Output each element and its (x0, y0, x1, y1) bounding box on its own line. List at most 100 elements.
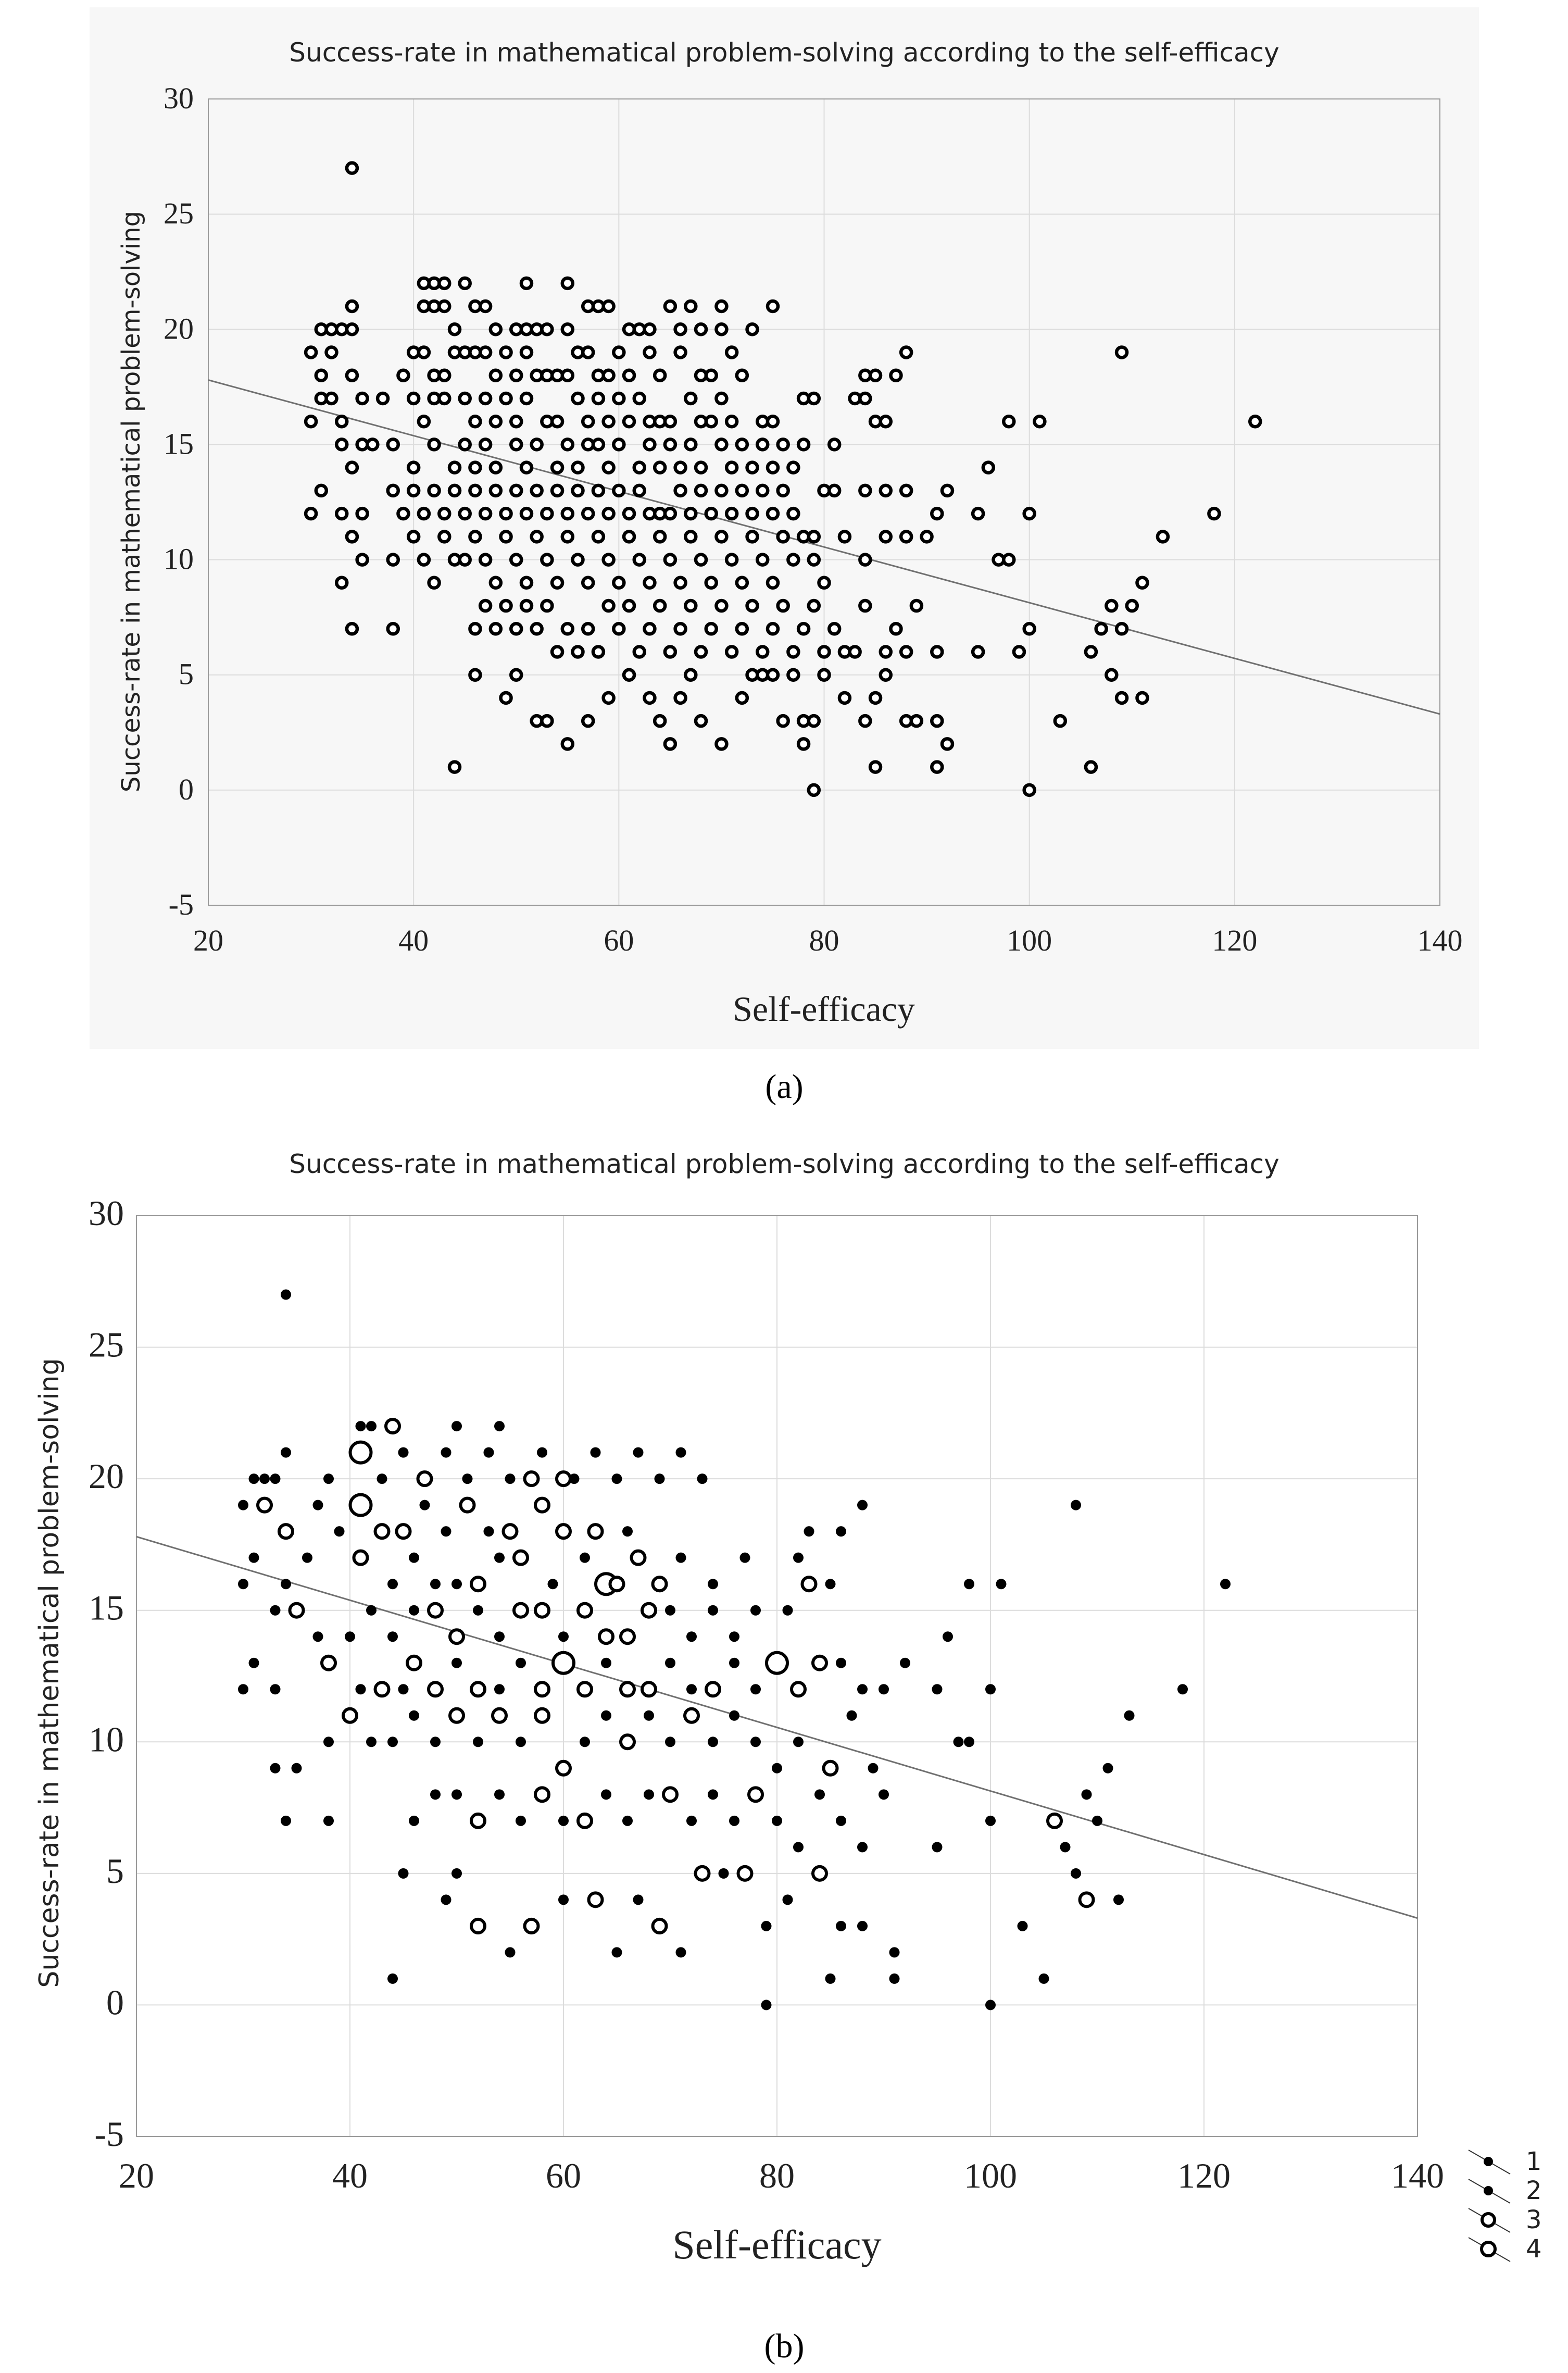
data-point (684, 438, 698, 452)
data-point (793, 1842, 804, 1853)
data-point (601, 553, 616, 567)
x-tick-label: 80 (759, 2156, 795, 2195)
data-point (817, 645, 831, 659)
y-tick-label: 10 (164, 542, 194, 576)
data-point (238, 1684, 248, 1695)
data-point (1071, 1868, 1081, 1879)
data-point (858, 553, 872, 567)
data-point (857, 1842, 868, 1853)
data-point (1114, 622, 1129, 636)
data-point (509, 553, 523, 567)
data-point (745, 506, 759, 521)
data-point (334, 576, 349, 590)
data-point (345, 161, 359, 175)
y-tick-label: -5 (169, 888, 194, 921)
data-point (373, 1523, 391, 1540)
data-point (406, 1654, 422, 1671)
data-point (519, 576, 534, 590)
data-point (534, 1496, 550, 1514)
data-point (601, 506, 616, 521)
data-point (612, 345, 626, 359)
data-point (686, 1815, 697, 1826)
data-point (694, 714, 708, 728)
data-point (632, 460, 646, 474)
x-tick-label: 40 (398, 923, 429, 957)
data-point (516, 1815, 526, 1826)
y-tick-label: 30 (89, 1193, 124, 1233)
data-point (451, 1657, 462, 1668)
data-point (571, 645, 585, 659)
data-point (619, 1733, 636, 1751)
data-point (756, 438, 770, 452)
data-point (373, 1681, 391, 1698)
data-point (314, 483, 329, 498)
data-point (334, 414, 349, 429)
data-point (837, 691, 852, 705)
data-point (1248, 414, 1262, 429)
data-point (375, 391, 390, 406)
data-point (540, 714, 554, 728)
data-point (288, 1602, 305, 1619)
data-point (899, 345, 913, 359)
y-tick-label: 5 (106, 1851, 124, 1891)
data-point (766, 576, 780, 590)
data-point (653, 530, 667, 544)
data-point (555, 1759, 572, 1777)
data-point (345, 530, 359, 544)
data-point (622, 668, 636, 682)
data-point (632, 553, 646, 567)
data-point (796, 737, 811, 751)
data-point (971, 506, 985, 521)
data-point (889, 622, 903, 636)
data-point (858, 483, 872, 498)
data-point (811, 1865, 828, 1882)
data-point (591, 391, 606, 406)
data-point (534, 1786, 550, 1803)
data-point (248, 1552, 259, 1563)
data-point (651, 1576, 668, 1593)
data-point (488, 622, 503, 636)
data-point (735, 622, 749, 636)
data-point (505, 1473, 516, 1484)
data-point (641, 1602, 657, 1619)
data-point (312, 1631, 323, 1642)
data-point (825, 1579, 836, 1590)
data-point (451, 1789, 462, 1800)
x-tick-label: 120 (1212, 923, 1257, 957)
data-point (417, 506, 431, 521)
chart-a-panel-label: (a) (765, 1068, 803, 1106)
data-point (494, 1552, 505, 1563)
data-point (430, 1579, 441, 1590)
data-point (766, 668, 780, 682)
data-point (868, 368, 883, 382)
data-point (836, 1657, 846, 1668)
data-point (558, 1894, 569, 1905)
x-tick-label: 140 (1418, 923, 1463, 957)
data-point (478, 506, 493, 521)
data-point (879, 483, 893, 498)
data-point (761, 2000, 772, 2010)
data-point (270, 1763, 281, 1773)
x-tick-label: 20 (119, 2156, 154, 2195)
data-point (1124, 1710, 1135, 1721)
chart-a-fit-line (208, 379, 1440, 715)
data-point (776, 530, 790, 544)
data-point (665, 1657, 675, 1668)
data-point (601, 414, 616, 429)
data-point (560, 506, 575, 521)
data-point (932, 1684, 943, 1695)
data-point (643, 576, 657, 590)
data-point (622, 598, 636, 613)
data-point (558, 1815, 569, 1826)
data-point (458, 276, 472, 291)
data-point (259, 1473, 270, 1484)
data-point (632, 483, 646, 498)
data-point (724, 414, 739, 429)
data-point (304, 506, 318, 521)
data-point (519, 391, 534, 406)
data-point (827, 483, 842, 498)
legend-marker (1484, 2186, 1493, 2195)
data-point (708, 1789, 718, 1800)
chart-b-grid (136, 1216, 1418, 2137)
data-point (470, 1812, 486, 1829)
